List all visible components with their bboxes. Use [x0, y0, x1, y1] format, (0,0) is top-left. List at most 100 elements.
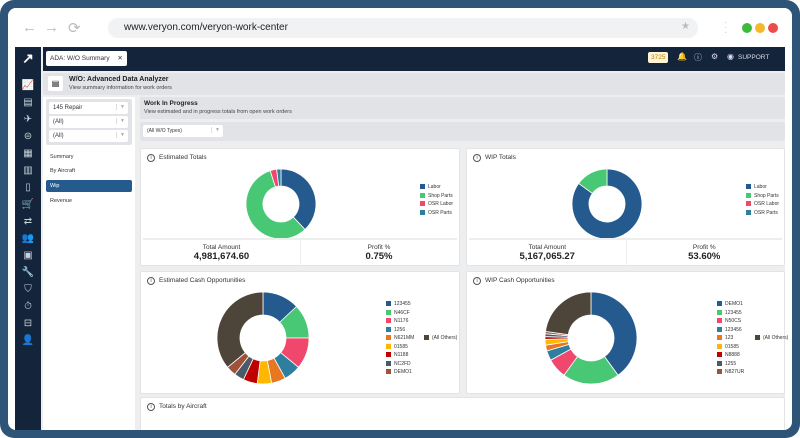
bell-icon[interactable]: 🔔 [677, 52, 687, 61]
legend-item-all-others[interactable]: (All Others) [755, 335, 788, 344]
user-icon[interactable]: ◉ [727, 52, 734, 61]
boxes-icon[interactable]: ▦ [21, 147, 35, 161]
legend-label: OSR Labor [754, 201, 779, 207]
gear-icon[interactable]: ⚙ [711, 52, 718, 61]
user-settings-icon[interactable]: 👤 [21, 334, 35, 348]
wip-cash-card: iWIP Cash OpportunitiesDEMO1123455N50CS1… [466, 271, 785, 394]
invoice-icon[interactable]: ▯ [21, 181, 35, 195]
legend-item-01585[interactable]: 01585 [386, 344, 414, 353]
help-icon[interactable]: ⓘ [694, 52, 702, 63]
legend-item-n8888[interactable]: N8888 [717, 352, 744, 361]
card-title-text: Totals by Aircraft [159, 403, 207, 410]
legend-label: 1255 [725, 361, 736, 367]
transfer-icon[interactable]: ⇄ [21, 215, 35, 229]
legend-item-123455[interactable]: 123455 [386, 301, 414, 310]
slice-all-others[interactable] [545, 292, 591, 335]
filter-select-3[interactable]: (All) ▼ [49, 130, 128, 142]
shield-icon[interactable]: ⛉ [21, 283, 35, 297]
count-badge[interactable]: 3725 [648, 52, 668, 63]
menu-item-wip[interactable]: Wip [46, 180, 132, 192]
logo-icon[interactable]: ↗ [21, 51, 35, 65]
slice-all-others[interactable] [217, 292, 263, 367]
report-icon[interactable]: ▤ [21, 96, 35, 110]
tab-label: ADA: W/O Summary [50, 55, 110, 62]
legend-label: Labor [428, 184, 441, 190]
chart-icon[interactable]: 📈 [21, 79, 35, 93]
legend-item-123456[interactable]: 123456 [717, 327, 744, 336]
bookmark-star-icon[interactable]: ★ [681, 21, 690, 32]
legend-item-demo1[interactable]: DEMO1 [386, 369, 414, 378]
window-green-dot[interactable] [742, 23, 752, 33]
slice-labor[interactable] [281, 169, 316, 230]
cart-icon[interactable]: 🛒 [21, 198, 35, 212]
legend-item-123[interactable]: 123 [717, 335, 744, 344]
users-icon[interactable]: 👥 [21, 232, 35, 246]
filter-select-1[interactable]: 145 Repair ▼ [49, 102, 128, 114]
menu-item-revenue[interactable]: Revenue [46, 195, 132, 207]
plane-icon[interactable]: ✈ [21, 113, 35, 127]
legend-item-all-others[interactable]: (All Others) [424, 335, 457, 344]
tool-icon[interactable]: ⊟ [21, 317, 35, 331]
app: ↗ 📈 ▤ ✈ ⊜ ▦ ▥ ▯ 🛒 ⇄ 👥 ▣ 🔧 ⛉ ⏱ ⊟ 👤 ADA: W… [15, 47, 785, 430]
legend-item-osr-parts[interactable]: OSR Parts [420, 210, 453, 219]
estimated-cash-card: iEstimated Cash Opportunities123455N46CF… [140, 271, 460, 394]
wo-type-select[interactable]: (All W/O Types)▼ [143, 125, 223, 137]
chevron-down-icon: ▼ [116, 132, 125, 138]
legend-item-labor[interactable]: Labor [420, 184, 453, 193]
stat-value: 53.60% [627, 251, 783, 262]
legend-swatch [420, 184, 425, 189]
legend-swatch [717, 361, 722, 366]
wrench-icon[interactable]: 🔧 [21, 266, 35, 280]
legend-item-osr-labor[interactable]: OSR Labor [420, 201, 453, 210]
legend-swatch [717, 301, 722, 306]
back-button[interactable]: ← [22, 19, 37, 36]
legend-item-shop-parts[interactable]: Shop Parts [420, 193, 453, 202]
menu-dots-icon[interactable]: ··· [724, 20, 727, 35]
section-subtitle: View estimated and in progress totals fr… [144, 109, 292, 115]
legend-item-osr-labor[interactable]: OSR Labor [746, 201, 779, 210]
filter-value: (All) [53, 133, 64, 139]
card-title: i Totals by Aircraft [147, 403, 207, 411]
support-link[interactable]: SUPPORT [738, 54, 769, 61]
close-icon[interactable]: ✕ [117, 55, 122, 62]
window-yellow-dot[interactable] [755, 23, 765, 33]
legend-item-nc2fd[interactable]: NC2FD [386, 361, 414, 370]
forward-button[interactable]: → [44, 19, 59, 36]
legend-item-osr-parts[interactable]: OSR Parts [746, 210, 779, 219]
legend: Labor Shop PartsOSR LaborOSR Parts [420, 184, 453, 218]
legend-item-1256[interactable]: 1256 [386, 327, 414, 336]
menu-item-summary[interactable]: Summary [46, 151, 132, 163]
engine-icon[interactable]: ⊜ [21, 130, 35, 144]
filter-select-2[interactable]: (All)▼ [49, 116, 128, 128]
legend-item-n1176[interactable]: N1176 [386, 318, 414, 327]
reload-button[interactable]: ⟳ [68, 19, 81, 37]
info-icon[interactable]: i [147, 403, 155, 411]
legend-item-labor[interactable]: Labor [746, 184, 779, 193]
stat-value: 4,981,674.60 [143, 251, 300, 262]
legend-item-n827ur[interactable]: N827UR [717, 369, 744, 378]
wip-totals-card: iWIP TotalsLaborShop PartsOSR LaborOSR P… [466, 148, 785, 266]
address-bar[interactable]: www.veryon.com/veryon-work-center★ [108, 18, 698, 38]
top-bar: ADA: W/O Summary ✕ 3725 🔔 ⓘ ⚙ ◉ SUPPORT [43, 47, 785, 71]
stat-label: Total Amount [469, 244, 626, 251]
legend-item-demo1[interactable]: DEMO1 [717, 301, 744, 310]
legend-label: N8888 [725, 352, 740, 358]
filter-value: 145 Repair [53, 105, 82, 111]
tab-ada-wo-summary[interactable]: ADA: W/O Summary ✕ [46, 51, 127, 66]
legend-item-n50cs[interactable]: N50CS [717, 318, 744, 327]
timer-icon[interactable]: ⏱ [21, 300, 35, 314]
legend-swatch [420, 210, 425, 215]
chevron-down-icon: ▼ [116, 104, 125, 110]
legend-swatch [717, 344, 722, 349]
store-icon[interactable]: ▣ [21, 249, 35, 263]
legend-item-n46cf[interactable]: N46CF [386, 310, 414, 319]
window-red-dot[interactable] [768, 23, 778, 33]
legend-item-n1188[interactable]: N1188 [386, 352, 414, 361]
inventory-icon[interactable]: ▥ [21, 164, 35, 178]
legend-item-1255[interactable]: 1255 [717, 361, 744, 370]
legend-item-n621mm[interactable]: N621MM [386, 335, 414, 344]
legend-item-123455[interactable]: 123455 [717, 310, 744, 319]
legend-item-shop-parts[interactable]: Shop Parts [746, 193, 779, 202]
legend-item-01585[interactable]: 01585 [717, 344, 744, 353]
menu-item-by-aircraft[interactable]: By Aircraft [46, 165, 132, 177]
